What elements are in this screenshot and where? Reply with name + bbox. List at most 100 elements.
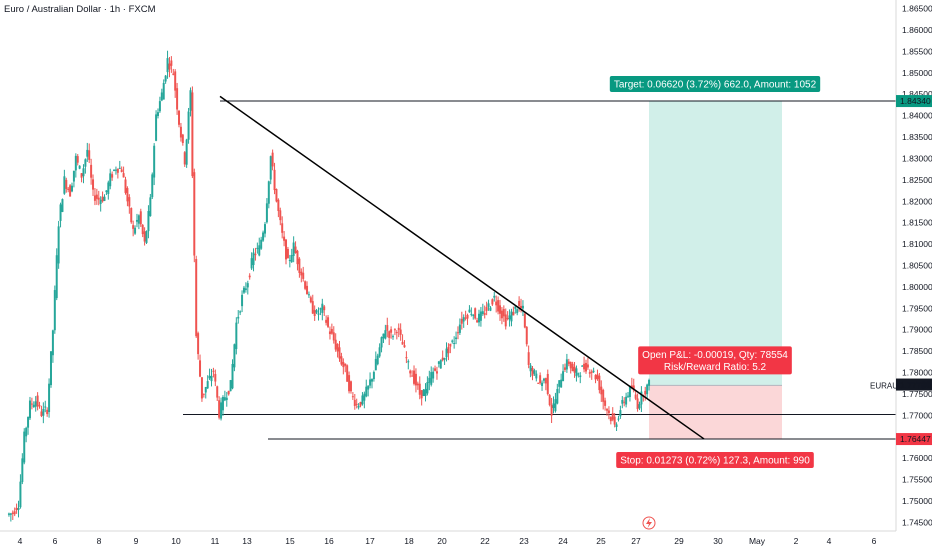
- candle-body: [458, 324, 461, 333]
- candle-body: [579, 375, 582, 378]
- candle-body: [229, 380, 232, 392]
- candle-body: [623, 401, 626, 403]
- candle-body: [57, 226, 60, 264]
- candle-body: [456, 332, 459, 334]
- price-tick-label: 1.76000: [902, 453, 932, 463]
- candle-body: [439, 360, 442, 369]
- candle-body: [384, 330, 387, 339]
- candle-body: [342, 361, 345, 368]
- candle-body: [235, 322, 238, 350]
- candle-body: [13, 511, 16, 515]
- candle-body: [634, 394, 637, 399]
- candle-body: [189, 90, 192, 111]
- target-price-tag: 1.84340: [896, 95, 932, 108]
- candle-body: [636, 398, 639, 410]
- price-axis[interactable]: 1.86500 1.86000 1.85500 1.85000 1.84500 1.840…: [895, 0, 932, 550]
- time-tick-label: 16: [324, 536, 334, 546]
- candle-body: [502, 309, 505, 317]
- candle-body: [630, 385, 633, 389]
- candle-body: [506, 317, 509, 319]
- candle-body: [292, 242, 295, 257]
- candle-body: [95, 194, 98, 199]
- candle-body: [590, 371, 593, 373]
- candle-body: [107, 182, 110, 194]
- time-tick-label: 23: [519, 536, 529, 546]
- candle-body: [600, 386, 603, 395]
- candle-body: [160, 92, 163, 101]
- candle-body: [17, 507, 20, 510]
- candle-body: [464, 317, 467, 319]
- candle-body: [607, 410, 610, 413]
- candle-body: [332, 332, 335, 341]
- candle-body: [516, 309, 519, 314]
- target-label-box[interactable]: Target: 0.06620 (3.72%) 662.0, Amount: 1…: [609, 76, 821, 93]
- pnl-label: Open P&L: -0.00019, Qty: 78554: [642, 350, 788, 361]
- candle-body: [166, 58, 169, 73]
- candle-body: [273, 169, 276, 191]
- candle-body: [353, 399, 356, 406]
- candle-body: [130, 208, 133, 223]
- candle-body: [28, 400, 31, 419]
- candle-body: [363, 393, 366, 401]
- candle-body: [32, 404, 35, 408]
- candle-body: [472, 315, 475, 317]
- candle-body: [500, 310, 503, 319]
- target-zone[interactable]: [649, 101, 782, 386]
- candle-body: [298, 258, 301, 273]
- candle-body: [508, 315, 511, 320]
- time-tick-label: 20: [437, 536, 447, 546]
- stop-label-box[interactable]: Stop: 0.01273 (0.72%) 127.3, Amount: 990: [616, 452, 814, 469]
- candle-body: [313, 309, 316, 317]
- candle-body: [594, 375, 597, 380]
- candle-body: [365, 386, 368, 397]
- candle-body: [265, 203, 268, 223]
- symbol-title[interactable]: Euro / Australian Dollar · 1h · FXCM: [4, 4, 156, 15]
- candle-body: [283, 236, 286, 241]
- price-tick-label: 1.84500: [902, 89, 932, 99]
- candle-body: [185, 139, 188, 165]
- candle-body: [72, 170, 75, 182]
- price-tick-label: 1.83000: [902, 153, 932, 163]
- candle-body: [309, 297, 312, 303]
- candle-body: [158, 101, 161, 112]
- candle-body: [455, 337, 458, 340]
- candle-body: [447, 346, 450, 354]
- candle-body: [432, 371, 435, 379]
- candle-body: [55, 255, 58, 299]
- time-tick-label: May: [749, 536, 766, 546]
- stop-zone[interactable]: [649, 385, 782, 440]
- candle-body: [334, 339, 337, 350]
- candle-body: [355, 403, 358, 405]
- candle-body: [122, 173, 125, 178]
- candle-body: [323, 306, 326, 311]
- candle-body: [648, 380, 651, 386]
- pnl-label-box[interactable]: Open P&L: -0.00019, Qty: 78554 Risk/Rewa…: [638, 346, 792, 375]
- candle-body: [183, 152, 186, 165]
- candle-body: [241, 294, 244, 307]
- candle-body: [88, 150, 91, 160]
- candle-body: [424, 388, 427, 397]
- candle-body: [539, 375, 542, 384]
- candle-body: [93, 195, 96, 201]
- candle-body: [46, 409, 49, 415]
- price-tick-label: 1.86000: [902, 25, 932, 35]
- candle-body: [181, 134, 184, 143]
- candle-body: [489, 307, 492, 311]
- time-tick-label: 15: [285, 536, 295, 546]
- candle-body: [114, 169, 117, 171]
- candle-body: [592, 370, 595, 372]
- downtrend-line[interactable]: [219, 95, 705, 440]
- candle-body: [233, 344, 236, 368]
- candle-body: [21, 458, 24, 482]
- candle-body: [399, 329, 402, 335]
- price-tick-label: 1.74500: [902, 517, 932, 527]
- candle-body: [286, 248, 289, 259]
- current-price-tag-text: 1.77720: [900, 380, 931, 390]
- lightning-icon[interactable]: [642, 516, 656, 530]
- candle-body: [479, 311, 482, 321]
- candle-body: [426, 382, 429, 394]
- time-axis[interactable]: 4 6 8 9 10 11 13 15 16 17 18 20 22 23 24 25 27 29 30 May 2 4 6: [0, 530, 896, 546]
- time-tick-label: 9: [134, 536, 139, 546]
